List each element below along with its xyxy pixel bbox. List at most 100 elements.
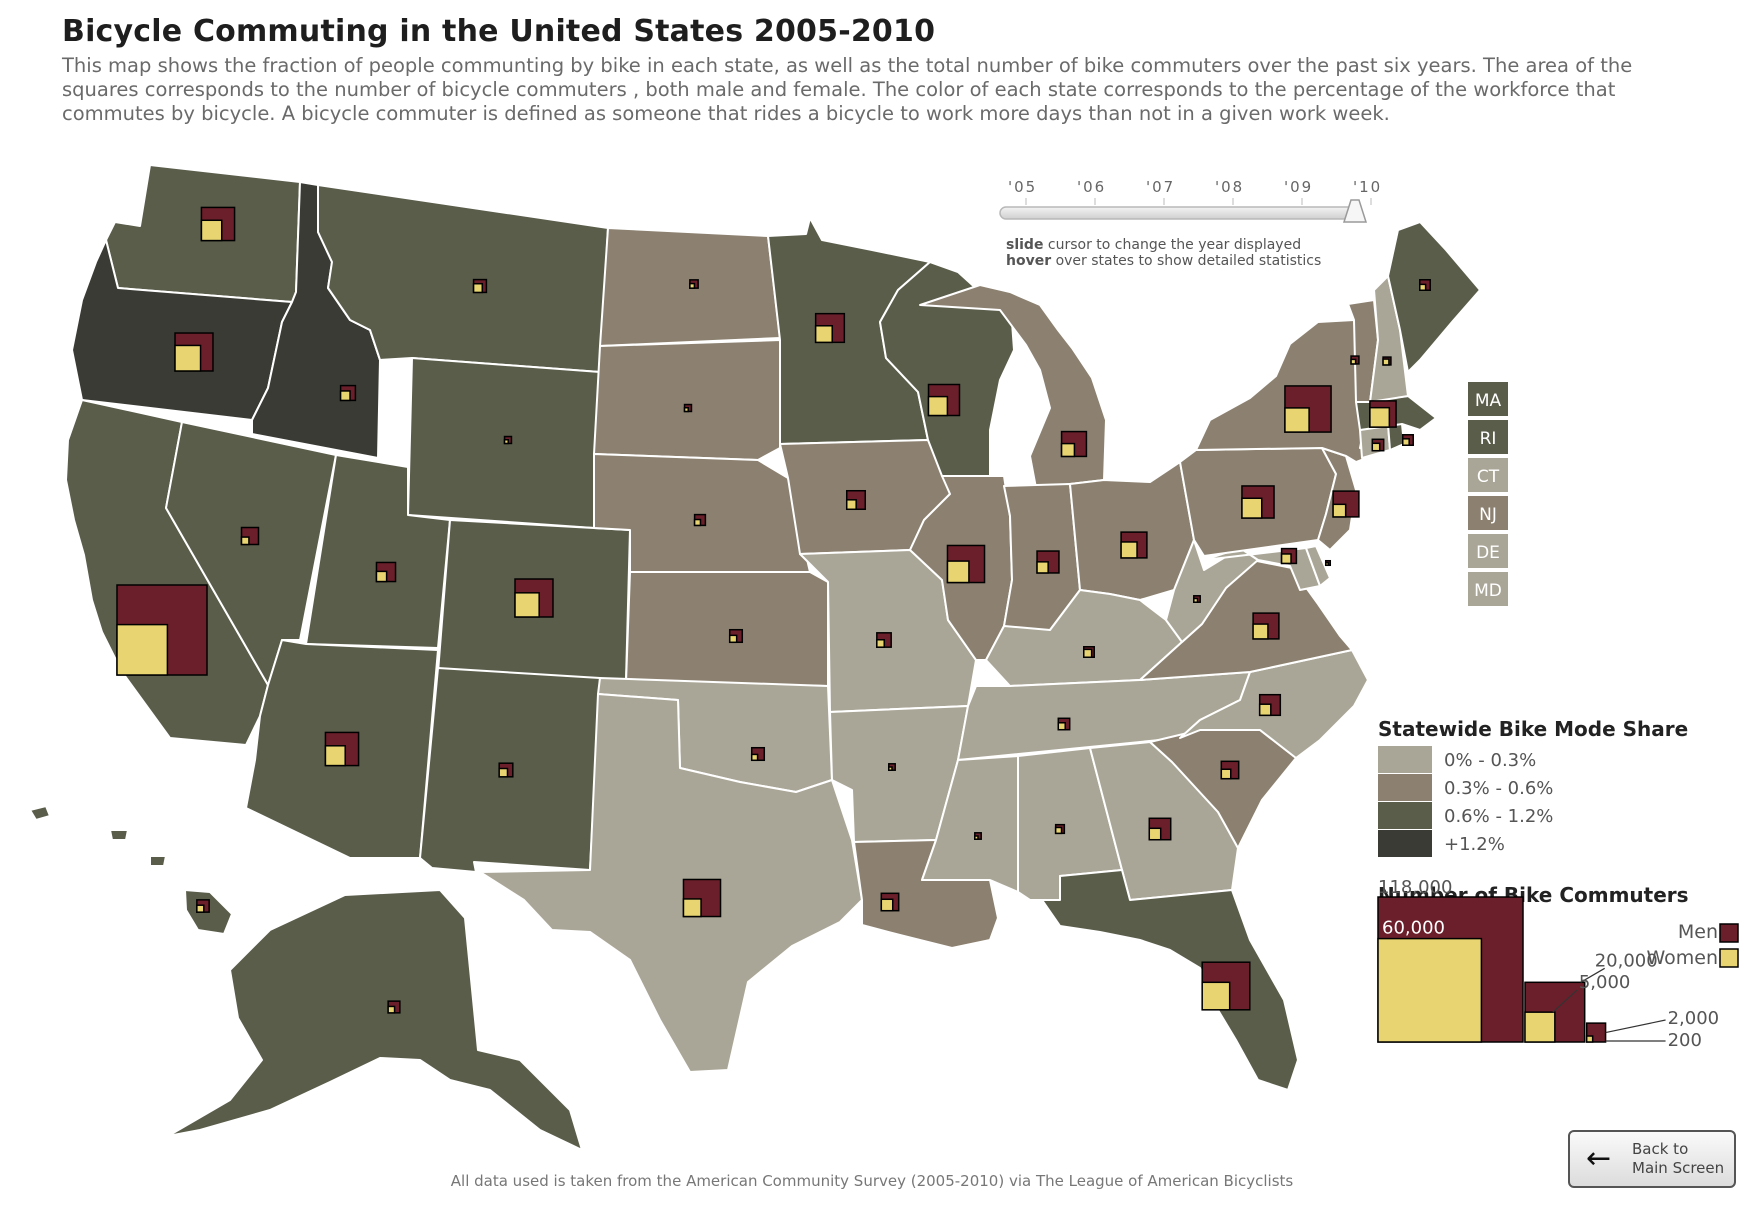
state-ME[interactable] bbox=[1387, 221, 1481, 373]
state-RI[interactable] bbox=[1387, 423, 1405, 451]
women-square-CA[interactable] bbox=[116, 623, 169, 676]
women-square-IN[interactable] bbox=[1036, 561, 1049, 574]
back-to-main-button[interactable]: ← Back to Main Screen bbox=[1568, 1130, 1736, 1188]
commuters-OR[interactable] bbox=[174, 332, 214, 372]
women-square-AK[interactable] bbox=[387, 1005, 396, 1014]
commuters-LA[interactable] bbox=[880, 892, 900, 912]
small-state-box[interactable] bbox=[1468, 420, 1508, 454]
small-state-box[interactable] bbox=[1468, 534, 1508, 568]
commuters-RI[interactable] bbox=[1402, 434, 1414, 446]
year-label[interactable]: '07 bbox=[1146, 178, 1175, 196]
women-square-NE[interactable] bbox=[693, 518, 702, 527]
small-state-box[interactable] bbox=[1468, 458, 1508, 492]
commuters-AK[interactable] bbox=[387, 1000, 401, 1014]
women-square-KS[interactable] bbox=[728, 634, 738, 644]
women-square-ID[interactable] bbox=[339, 390, 351, 402]
small-state-DE[interactable]: DE bbox=[1468, 534, 1508, 568]
women-square-WY[interactable] bbox=[503, 439, 509, 445]
women-square-GA[interactable] bbox=[1148, 827, 1162, 841]
state-MI[interactable] bbox=[919, 284, 1107, 489]
women-square-NM[interactable] bbox=[498, 767, 509, 778]
commuters-WY[interactable] bbox=[503, 435, 513, 445]
slider-track[interactable] bbox=[999, 206, 1361, 220]
commuters-ME[interactable] bbox=[1419, 279, 1431, 291]
commuters-CT[interactable] bbox=[1371, 438, 1385, 452]
women-square-NJ[interactable] bbox=[1332, 503, 1347, 518]
women-square-VT[interactable] bbox=[1350, 358, 1357, 365]
commuters-AL[interactable] bbox=[1054, 823, 1066, 835]
small-state-CT[interactable]: CT bbox=[1468, 458, 1508, 492]
commuters-VA[interactable] bbox=[1252, 612, 1280, 640]
women-square-OR[interactable] bbox=[174, 344, 202, 372]
commuters-NY[interactable] bbox=[1284, 385, 1332, 433]
commuters-CA[interactable] bbox=[116, 584, 208, 676]
women-square-RI[interactable] bbox=[1402, 438, 1410, 446]
women-square-AL[interactable] bbox=[1054, 826, 1063, 835]
commuters-MD[interactable] bbox=[1280, 547, 1298, 565]
state-TX[interactable] bbox=[479, 693, 863, 1073]
commuters-PA[interactable] bbox=[1241, 485, 1275, 519]
commuters-SC[interactable] bbox=[1220, 760, 1240, 780]
commuters-MA[interactable] bbox=[1369, 400, 1397, 428]
women-square-OH[interactable] bbox=[1120, 541, 1138, 559]
small-state-MD[interactable]: MD bbox=[1468, 572, 1508, 606]
women-square-NC[interactable] bbox=[1258, 703, 1272, 717]
women-square-MI[interactable] bbox=[1060, 442, 1076, 458]
state-AK[interactable] bbox=[167, 889, 583, 1151]
commuters-NJ[interactable] bbox=[1332, 490, 1360, 518]
commuters-NV[interactable] bbox=[240, 526, 260, 546]
small-state-box[interactable] bbox=[1468, 382, 1508, 416]
state-KS[interactable] bbox=[625, 571, 829, 687]
women-square-PA[interactable] bbox=[1241, 497, 1263, 519]
women-square-WA[interactable] bbox=[200, 219, 223, 242]
women-square-SD[interactable] bbox=[683, 407, 689, 413]
year-slider[interactable]: '05 '06 '07 '08 '09 '10 slide cursor to chang… bbox=[999, 178, 1382, 269]
commuters-WA[interactable] bbox=[200, 206, 236, 242]
commuters-IL[interactable] bbox=[946, 544, 986, 584]
commuters-KS[interactable] bbox=[728, 628, 744, 644]
women-square-TN[interactable] bbox=[1057, 722, 1066, 731]
small-state-MA[interactable]: MA bbox=[1468, 382, 1508, 416]
women-square-NY[interactable] bbox=[1284, 407, 1310, 433]
slider-handle[interactable] bbox=[1342, 199, 1368, 223]
commuters-IA[interactable] bbox=[845, 489, 867, 511]
women-square-NV[interactable] bbox=[240, 536, 250, 546]
small-state-RI[interactable]: RI bbox=[1468, 420, 1508, 454]
women-square-MD[interactable] bbox=[1280, 553, 1292, 565]
women-square-WV[interactable] bbox=[1193, 597, 1199, 603]
women-square-IL[interactable] bbox=[946, 560, 970, 584]
commuters-OK[interactable] bbox=[750, 746, 766, 762]
commuters-SD[interactable] bbox=[683, 403, 693, 413]
women-square-OK[interactable] bbox=[750, 753, 759, 762]
commuters-NH[interactable] bbox=[1382, 356, 1392, 366]
commuters-CO[interactable] bbox=[514, 578, 554, 618]
women-square-WI[interactable] bbox=[927, 395, 949, 417]
state-DE[interactable] bbox=[1305, 545, 1331, 587]
women-square-MO[interactable] bbox=[876, 639, 885, 648]
women-square-FL[interactable] bbox=[1201, 981, 1231, 1011]
commuters-HI[interactable] bbox=[196, 899, 210, 913]
state-SD[interactable] bbox=[593, 339, 781, 461]
commuters-AR[interactable] bbox=[888, 763, 896, 771]
year-label[interactable]: '10 bbox=[1353, 178, 1382, 196]
women-square-LA[interactable] bbox=[880, 898, 894, 912]
women-square-HI[interactable] bbox=[196, 904, 205, 913]
commuters-OH[interactable] bbox=[1120, 531, 1148, 559]
women-square-AZ[interactable] bbox=[324, 745, 346, 767]
small-state-box[interactable] bbox=[1468, 572, 1508, 606]
women-square-ME[interactable] bbox=[1419, 283, 1427, 291]
commuters-MI[interactable] bbox=[1060, 430, 1088, 458]
commuters-WI[interactable] bbox=[927, 383, 961, 417]
women-square-KY[interactable] bbox=[1083, 648, 1093, 658]
women-square-TX[interactable] bbox=[682, 898, 702, 918]
commuters-KY[interactable] bbox=[1083, 646, 1095, 658]
commuters-NE[interactable] bbox=[693, 513, 707, 527]
women-square-MA[interactable] bbox=[1369, 406, 1391, 428]
commuters-TN[interactable] bbox=[1057, 717, 1071, 731]
commuters-MO[interactable] bbox=[876, 632, 892, 648]
year-label[interactable]: '08 bbox=[1215, 178, 1244, 196]
small-state-NJ[interactable]: NJ bbox=[1468, 496, 1508, 530]
commuters-VT[interactable] bbox=[1350, 355, 1360, 365]
commuters-MN[interactable] bbox=[814, 312, 846, 344]
women-square-AR[interactable] bbox=[888, 766, 893, 771]
